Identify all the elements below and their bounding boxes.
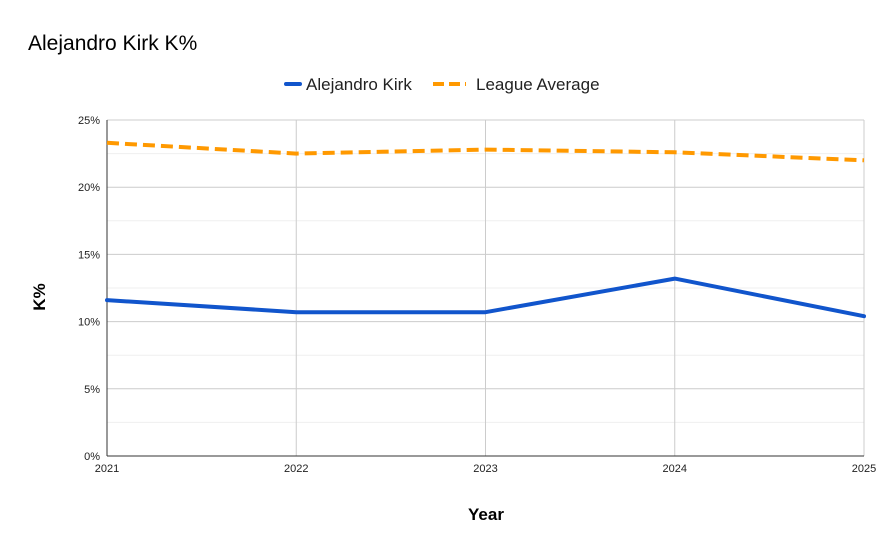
y-tick-label: 15% (78, 249, 100, 261)
legend-label-kirk: Alejandro Kirk (306, 75, 412, 94)
x-axis-title: Year (468, 505, 504, 524)
y-tick-label: 5% (84, 384, 100, 396)
y-tick-label: 25% (78, 115, 100, 127)
chart-title: Alejandro Kirk K% (28, 32, 197, 55)
x-tick-label: 2024 (663, 463, 687, 475)
y-tick-label: 20% (78, 182, 100, 194)
y-axis-title: K% (30, 283, 49, 310)
series-lines (105, 140, 866, 319)
x-tick-label: 2022 (284, 463, 308, 475)
x-tick-label: 2023 (473, 463, 497, 475)
series-line-league-average (106, 140, 865, 163)
y-tick-label: 0% (84, 451, 100, 463)
axes: 0% 5% 10% 15% 20% 25% 2021 2022 2023 2024 2025 (78, 115, 876, 475)
x-tick-label: 2021 (95, 463, 119, 475)
y-tick-label: 10% (78, 317, 100, 329)
gridlines (107, 119, 865, 456)
x-tick-label: 2025 (852, 463, 876, 475)
legend: Alejandro Kirk League Average (284, 75, 600, 94)
legend-label-league: League Average (476, 75, 600, 94)
series-line-alejandro-kirk (105, 276, 866, 319)
